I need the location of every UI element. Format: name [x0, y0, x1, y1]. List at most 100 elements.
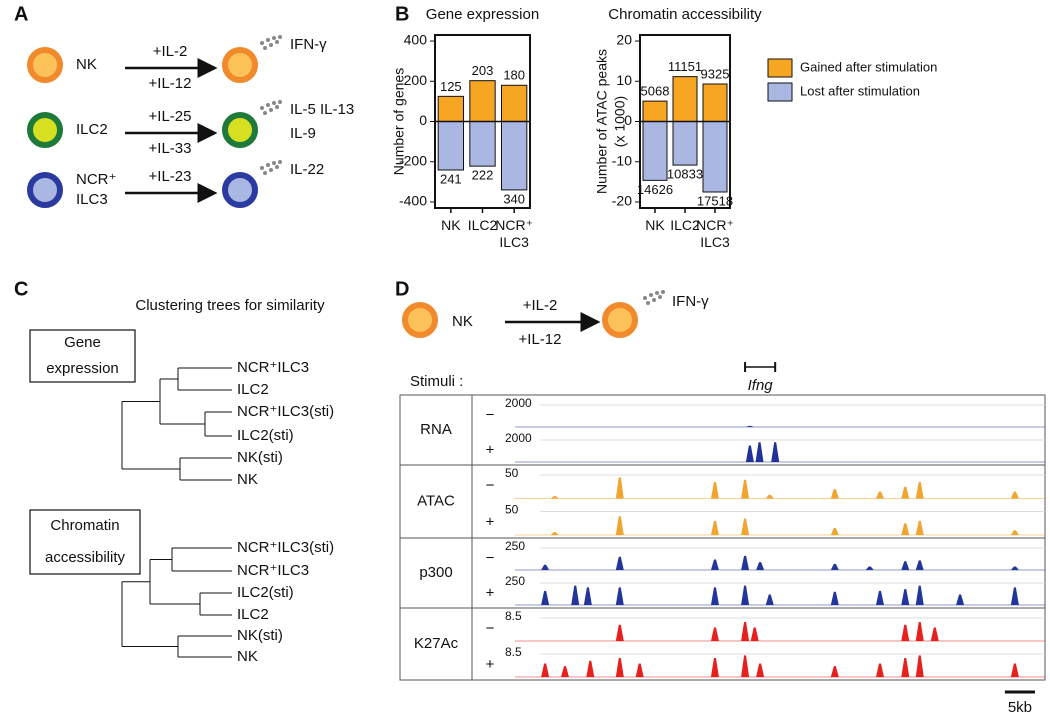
secretion-dot — [266, 103, 270, 107]
track-label: ATAC — [417, 492, 455, 509]
tree-leaf: NCR⁺ILC3 — [237, 359, 309, 376]
tree-leaf: NK — [237, 471, 258, 488]
gene-name: Ifng — [748, 377, 774, 394]
track-peak — [710, 559, 719, 570]
secretion-dot — [278, 160, 282, 164]
track-label: p300 — [419, 564, 452, 581]
track-peak — [901, 658, 910, 677]
track-peak — [615, 477, 624, 499]
cytokine: IFN-γ — [672, 293, 709, 310]
track-peak — [830, 489, 839, 499]
secretion-dot — [649, 293, 653, 297]
secretion-dot — [263, 46, 267, 50]
track-scale: 2000 — [505, 431, 532, 445]
cell — [222, 47, 258, 83]
cytokine: IL-5 IL-13 — [290, 101, 354, 118]
track-label: K27Ac — [414, 635, 459, 652]
y-tick-label: 10 — [616, 72, 632, 88]
track-peak — [541, 590, 550, 605]
stimulus: +IL-33 — [149, 140, 192, 157]
secretion-dot — [272, 36, 276, 40]
bar — [501, 84, 528, 122]
cell — [402, 302, 438, 338]
cytokine: IFN-γ — [290, 36, 327, 53]
bar — [702, 121, 728, 193]
legend-swatch — [767, 82, 793, 102]
track-sign: + — [486, 441, 495, 458]
value-label: 10833 — [667, 167, 703, 182]
cell — [27, 112, 63, 148]
y-axis-label: Number of genes — [391, 68, 407, 175]
bar — [642, 100, 668, 122]
secretion-dot — [269, 108, 273, 112]
cell — [27, 172, 63, 208]
secretion-dot — [272, 101, 276, 105]
value-label: 11151 — [668, 59, 702, 74]
track-peak — [875, 663, 884, 677]
secretion-dot — [658, 295, 662, 299]
tree-box — [29, 509, 141, 575]
track-peak — [586, 660, 595, 677]
secretion-dot — [269, 43, 273, 47]
track-peak — [915, 655, 924, 677]
track-peak — [901, 589, 910, 605]
panel-label: D — [395, 278, 409, 300]
secretion-dot — [266, 163, 270, 167]
track-peak — [1010, 530, 1019, 535]
tree-label: Gene — [64, 334, 101, 351]
cytokine: IL-9 — [290, 125, 316, 142]
value-label: 222 — [472, 168, 494, 183]
tree-box — [29, 329, 136, 383]
secretion-dot — [652, 298, 656, 302]
secretion-dot — [661, 290, 665, 294]
track-scale: 8.5 — [505, 609, 522, 623]
track-sign: − — [486, 477, 495, 494]
value-label: 241 — [440, 171, 462, 186]
track-peak — [755, 442, 764, 462]
track-scale: 8.5 — [505, 645, 522, 659]
secretion-dot — [272, 161, 276, 165]
panel-label: A — [14, 3, 28, 25]
tree-label: Chromatin — [50, 517, 119, 534]
track-peak — [901, 624, 910, 641]
track-peak — [756, 562, 765, 570]
track-peak — [901, 486, 910, 499]
stimulus: +IL-23 — [149, 168, 192, 185]
tree-leaf: ILC2 — [237, 606, 269, 623]
y-axis-label: (x 1000) — [612, 96, 628, 147]
track-sign: − — [486, 620, 495, 637]
secretion-dot — [646, 301, 650, 305]
bar — [469, 121, 496, 167]
track-peak — [741, 479, 750, 499]
track-sign: − — [486, 549, 495, 566]
secretion-dot — [643, 296, 647, 300]
track-peak — [1010, 491, 1019, 499]
bar — [437, 95, 464, 123]
track-peak — [915, 622, 924, 641]
stimulus: +IL-2 — [523, 297, 558, 314]
tree-leaf: NCR⁺ILC3(sti) — [237, 403, 334, 420]
track-peak — [741, 655, 750, 677]
stimulus: +IL-25 — [149, 108, 192, 125]
panel-label: B — [395, 3, 409, 25]
value-label: 340 — [503, 191, 525, 206]
x-tick-label: NK — [441, 217, 461, 233]
track-peak — [583, 587, 592, 605]
y-tick-label: -10 — [612, 152, 632, 168]
track-peak — [710, 658, 719, 677]
cytokine: IL-22 — [290, 161, 324, 178]
track-peak — [865, 566, 874, 570]
y-tick-label: 0 — [419, 112, 427, 128]
chart-title: Chromatin accessibility — [608, 6, 762, 23]
y-tick-label: -20 — [612, 193, 632, 209]
track-peak — [741, 585, 750, 605]
secretion-dot — [278, 35, 282, 39]
secretion-dot — [275, 40, 279, 44]
track-peak — [1010, 663, 1019, 677]
legend-swatch — [767, 58, 793, 78]
value-label: 125 — [440, 79, 462, 94]
cell — [222, 112, 258, 148]
y-tick-label: 400 — [404, 32, 428, 48]
value-label: 9325 — [701, 66, 730, 81]
